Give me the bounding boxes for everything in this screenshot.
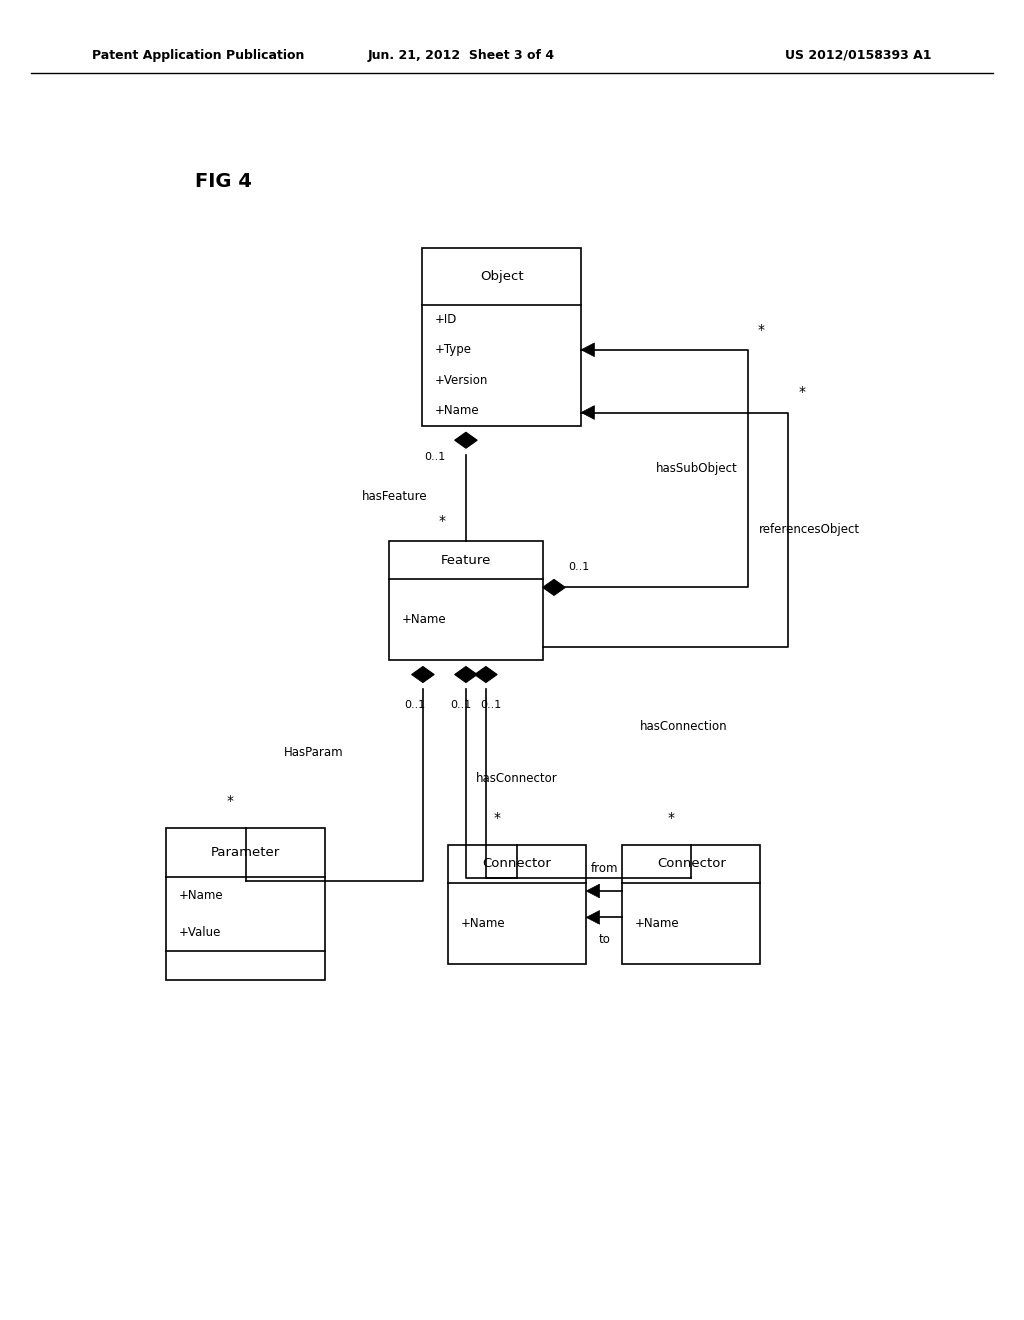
Polygon shape (475, 667, 498, 682)
Text: to: to (598, 933, 610, 946)
Text: hasConnector: hasConnector (476, 772, 558, 785)
Text: *: * (799, 385, 806, 399)
Polygon shape (582, 343, 594, 356)
Polygon shape (455, 667, 477, 682)
Text: hasFeature: hasFeature (361, 490, 427, 503)
Text: *: * (668, 810, 674, 825)
Polygon shape (586, 884, 600, 898)
Text: Patent Application Publication: Patent Application Publication (92, 49, 304, 62)
Text: +Type: +Type (434, 343, 472, 356)
Text: FIG 4: FIG 4 (195, 172, 252, 190)
Text: hasConnection: hasConnection (640, 719, 728, 733)
Text: +Name: +Name (461, 916, 505, 929)
Text: Connector: Connector (482, 857, 552, 870)
Text: 0..1: 0..1 (480, 700, 502, 710)
Text: +Name: +Name (434, 404, 479, 417)
FancyBboxPatch shape (623, 845, 760, 964)
Polygon shape (543, 579, 565, 595)
Text: *: * (758, 322, 765, 337)
Text: *: * (494, 810, 500, 825)
Text: +Version: +Version (434, 374, 488, 387)
Text: +Name: +Name (635, 916, 679, 929)
Text: +Value: +Value (178, 927, 221, 939)
Polygon shape (412, 667, 434, 682)
Text: from: from (591, 862, 617, 875)
Text: Object: Object (480, 269, 523, 282)
Text: *: * (438, 515, 445, 528)
Text: *: * (227, 795, 233, 808)
Text: hasSubObject: hasSubObject (655, 462, 737, 475)
Text: Parameter: Parameter (211, 846, 281, 859)
Polygon shape (586, 911, 600, 924)
Text: 0..1: 0..1 (424, 451, 445, 462)
Text: +ID: +ID (434, 313, 457, 326)
Text: +Name: +Name (178, 888, 223, 902)
Text: Feature: Feature (440, 553, 492, 566)
Text: HasParam: HasParam (284, 746, 344, 759)
FancyBboxPatch shape (422, 248, 582, 425)
FancyBboxPatch shape (166, 829, 326, 979)
Text: 0..1: 0..1 (568, 561, 590, 572)
Text: referencesObject: referencesObject (759, 523, 859, 536)
FancyBboxPatch shape (389, 541, 543, 660)
Text: +Name: +Name (401, 612, 446, 626)
Text: US 2012/0158393 A1: US 2012/0158393 A1 (785, 49, 932, 62)
Text: Connector: Connector (656, 857, 726, 870)
Polygon shape (455, 432, 477, 449)
FancyBboxPatch shape (449, 845, 586, 964)
Text: Jun. 21, 2012  Sheet 3 of 4: Jun. 21, 2012 Sheet 3 of 4 (368, 49, 554, 62)
Polygon shape (582, 405, 594, 420)
Text: 0..1: 0..1 (451, 700, 471, 710)
Text: 0..1: 0..1 (404, 700, 425, 710)
